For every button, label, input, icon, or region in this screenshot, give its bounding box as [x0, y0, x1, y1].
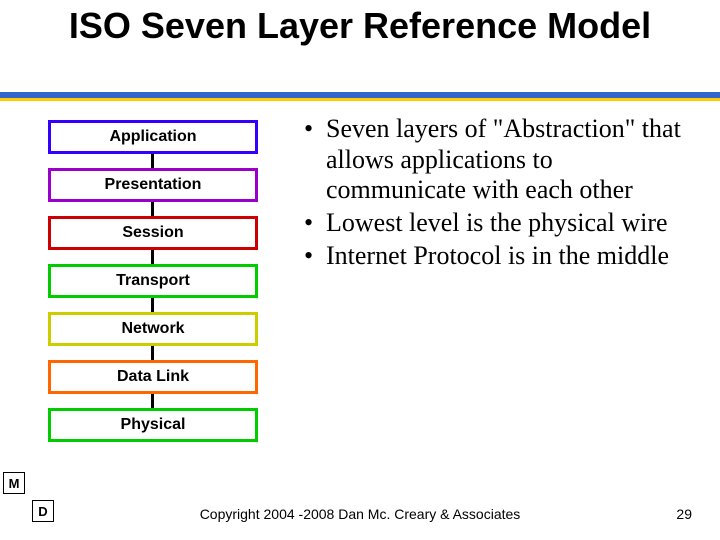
- layer-connector: [151, 154, 154, 168]
- underline-yellow: [0, 98, 720, 101]
- slide-title: ISO Seven Layer Reference Model: [0, 0, 720, 46]
- layer-label: Transport: [116, 272, 190, 290]
- slide-number: 29: [676, 506, 692, 522]
- bullet-item: Lowest level is the physical wire: [300, 208, 692, 239]
- content-area: Application Presentation Session Transpo…: [0, 110, 720, 480]
- layer-label: Presentation: [105, 176, 202, 194]
- layer-label: Physical: [121, 416, 186, 434]
- layer-connector: [151, 202, 154, 216]
- layer-label: Network: [121, 320, 184, 338]
- badge-m: M: [3, 472, 25, 494]
- bullet-item: Internet Protocol is in the middle: [300, 241, 692, 272]
- layer-physical: Physical: [48, 408, 258, 442]
- layer-presentation: Presentation: [48, 168, 258, 202]
- bullet-item: Seven layers of "Abstraction" that allow…: [300, 114, 692, 206]
- layer-connector: [151, 394, 154, 408]
- layer-label: Application: [109, 128, 196, 146]
- badge-d: D: [32, 500, 54, 522]
- layer-datalink: Data Link: [48, 360, 258, 394]
- layer-transport: Transport: [48, 264, 258, 298]
- layers-column: Application Presentation Session Transpo…: [0, 110, 300, 480]
- bullet-list: Seven layers of "Abstraction" that allow…: [300, 114, 692, 271]
- layer-connector: [151, 298, 154, 312]
- title-underline: [0, 92, 720, 101]
- layer-label: Data Link: [117, 368, 189, 386]
- layer-connector: [151, 250, 154, 264]
- layer-connector: [151, 346, 154, 360]
- copyright-footer: Copyright 2004 -2008 Dan Mc. Creary & As…: [0, 506, 720, 522]
- layer-network: Network: [48, 312, 258, 346]
- slide: ISO Seven Layer Reference Model Applicat…: [0, 0, 720, 540]
- bullets-column: Seven layers of "Abstraction" that allow…: [300, 110, 720, 480]
- layer-session: Session: [48, 216, 258, 250]
- layer-label: Session: [122, 224, 183, 242]
- layer-application: Application: [48, 120, 258, 154]
